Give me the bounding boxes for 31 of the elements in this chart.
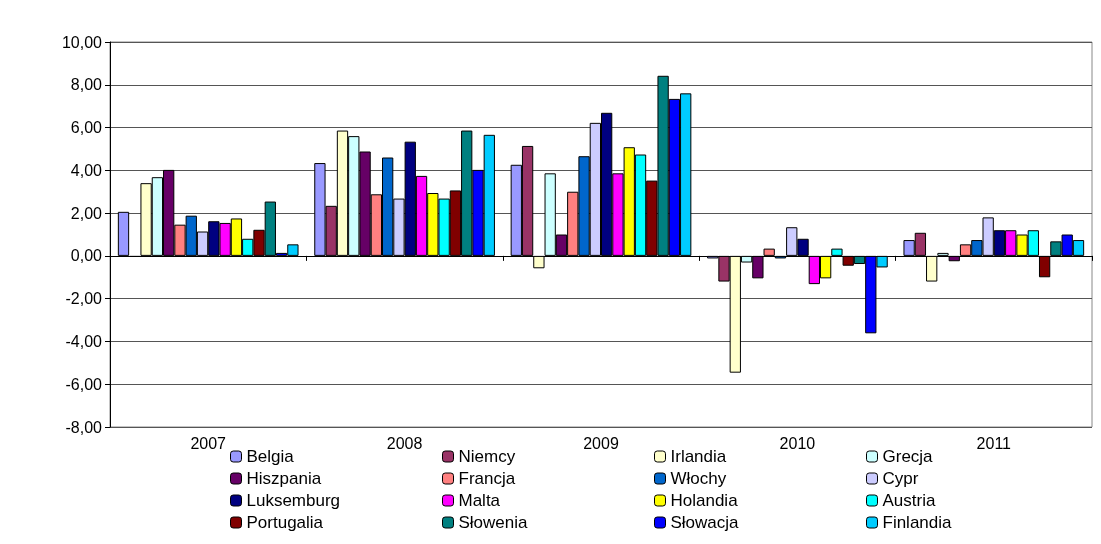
y-tick-label: -8,00 [65, 418, 103, 436]
y-tick-label: 6,00 [70, 119, 103, 137]
y-tick-label: -2,00 [65, 290, 103, 308]
legend-label: Hiszpania [246, 469, 322, 488]
legend-label: Holandia [670, 491, 739, 510]
y-tick-label: 0,00 [70, 247, 103, 265]
x-tick-label: 2010 [779, 434, 816, 452]
legend-label: Włochy [670, 469, 727, 488]
x-tick-label: 2007 [190, 434, 227, 452]
legend-label: Irlandia [670, 447, 727, 466]
legend-label: Grecja [882, 447, 934, 466]
y-tick-label: -6,00 [65, 375, 103, 393]
legend-label: Francja [458, 469, 516, 488]
y-tick-label: 4,00 [70, 161, 103, 179]
x-tick-label: 2011 [976, 434, 1012, 452]
x-tick-label: 2009 [583, 434, 619, 452]
y-tick-label: 2,00 [70, 204, 103, 222]
legend-label: Belgia [246, 447, 295, 466]
legend-label: Luksemburg [246, 491, 341, 510]
y-tick-label: -4,00 [65, 332, 103, 350]
y-tick-label: 10,00 [61, 33, 103, 51]
x-tick-label: 2008 [386, 434, 423, 452]
legend-label: Słowenia [458, 513, 529, 532]
legend-label: Austria [882, 491, 936, 510]
y-tick-label: 8,00 [70, 76, 103, 94]
legend-label: Cypr [882, 469, 919, 488]
legend-label: Portugalia [246, 513, 324, 532]
legend-label: Malta [458, 491, 501, 510]
legend-label: Słowacja [670, 513, 740, 532]
legend-label: Niemcy [458, 447, 516, 466]
legend-label: Finlandia [882, 513, 953, 532]
